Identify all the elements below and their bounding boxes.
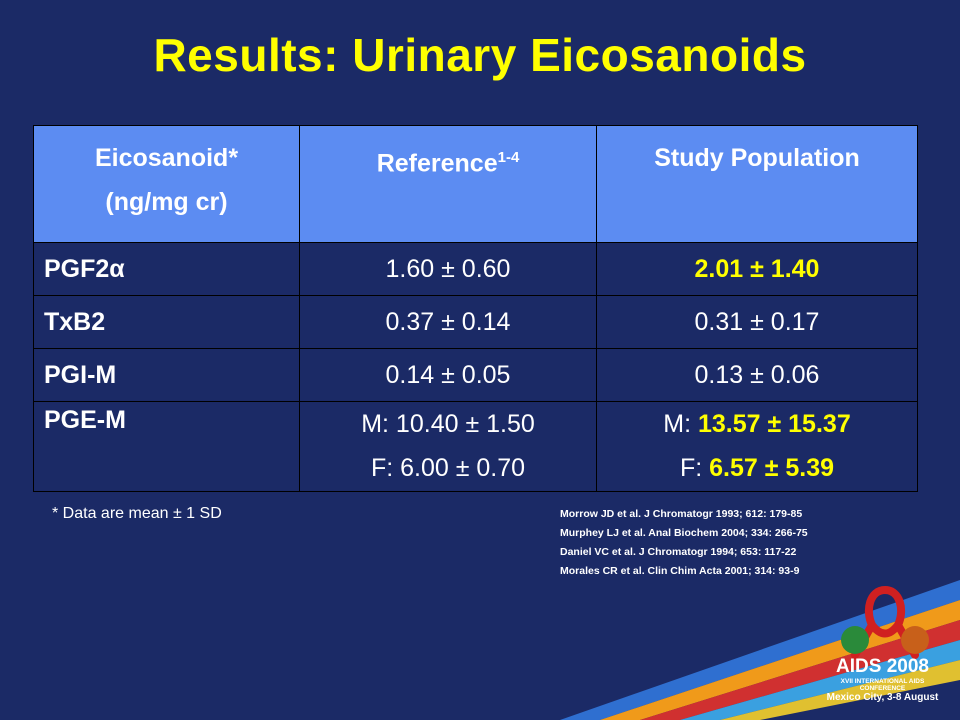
study-female: F: 6.57 ± 5.39: [598, 446, 916, 490]
reference-female: F: 6.00 ± 0.70: [370, 454, 526, 482]
header-reference: Reference1-4: [299, 125, 597, 243]
header-study-population: Study Population: [596, 125, 918, 243]
study-male: M: 13.57 ± 15.37: [598, 402, 916, 446]
row-study: 0.31 ± 0.17: [596, 295, 918, 349]
row-reference: 1.60 ± 0.60: [299, 242, 597, 296]
table-row: PGF2α 1.60 ± 0.60 2.01 ± 1.40: [33, 242, 918, 296]
row-reference: M: 10.40 ± 1.50 F: 6.00 ± 0.70: [299, 401, 597, 492]
header-eicosanoid-label: Eicosanoid*: [94, 144, 239, 172]
header-eicosanoid: Eicosanoid* (ng/mg cr): [33, 125, 300, 243]
reference-item: Morales CR et al. Clin Chim Acta 2001; 3…: [560, 565, 800, 577]
table-header-row: Eicosanoid* (ng/mg cr) Reference1-4 Stud…: [33, 125, 918, 243]
header-study-label: Study Population: [654, 144, 860, 172]
stripe-blue: [560, 580, 960, 720]
reference-item: Murphey LJ et al. Anal Biochem 2004; 334…: [560, 527, 808, 539]
row-reference: 0.37 ± 0.14: [299, 295, 597, 349]
logo-place-text: Mexico City, 3-8 August: [826, 692, 939, 703]
results-table: Eicosanoid* (ng/mg cr) Reference1-4 Stud…: [33, 125, 918, 492]
reference-item: Daniel VC et al. J Chromatogr 1994; 653:…: [560, 546, 797, 558]
aids2008-logo: [841, 586, 929, 659]
references-list: Morrow JD et al. J Chromatogr 1993; 612:…: [560, 505, 808, 581]
stripe-red: [640, 620, 960, 720]
table-row: TxB2 0.37 ± 0.14 0.31 ± 0.17: [33, 295, 918, 349]
row-study: 0.13 ± 0.06: [596, 348, 918, 402]
serpent-right-icon: [901, 626, 929, 654]
row-reference: 0.14 ± 0.05: [299, 348, 597, 402]
header-eicosanoid-unit: (ng/mg cr): [105, 188, 228, 216]
reference-male: M: 10.40 ± 1.50: [361, 410, 535, 438]
table-row: PGI-M 0.14 ± 0.05 0.13 ± 0.06: [33, 348, 918, 402]
stripe-yellow: [720, 660, 960, 720]
row-name: TxB2: [33, 295, 300, 349]
serpent-left-icon: [841, 626, 869, 654]
study-female-value: 6.57 ± 5.39: [709, 454, 835, 482]
row-name: PGI-M: [33, 348, 300, 402]
header-reference-label: Reference: [376, 149, 498, 178]
row-study: M: 13.57 ± 15.37 F: 6.57 ± 5.39: [596, 401, 918, 492]
footnote: * Data are mean ± 1 SD: [52, 505, 222, 522]
logo-sub-text: XVII INTERNATIONAL AIDS CONFERENCE: [840, 678, 925, 692]
reference-item: Morrow JD et al. J Chromatogr 1993; 612:…: [560, 508, 803, 520]
study-female-label: F:: [679, 454, 710, 482]
row-name: PGF2α: [33, 242, 300, 296]
decorative-stripes: [560, 580, 960, 720]
logo-text: AIDS 2008 XVII INTERNATIONAL AIDS CONFER…: [820, 656, 945, 703]
slide-title: Results: Urinary Eicosanoids: [153, 29, 807, 81]
stripe-lightblue: [680, 640, 960, 720]
study-male-label: M:: [663, 410, 698, 438]
row-study: 2.01 ± 1.40: [596, 242, 918, 296]
table-row-pge: PGE-M M: 10.40 ± 1.50 F: 6.00 ± 0.70 M: …: [33, 401, 918, 492]
red-ribbon-icon: [851, 586, 919, 659]
header-reference-sup: 1-4: [497, 149, 520, 166]
row-name: PGE-M: [33, 401, 300, 492]
logo-main-text: AIDS 2008: [836, 656, 929, 677]
study-male-value: 13.57 ± 15.37: [697, 410, 851, 438]
